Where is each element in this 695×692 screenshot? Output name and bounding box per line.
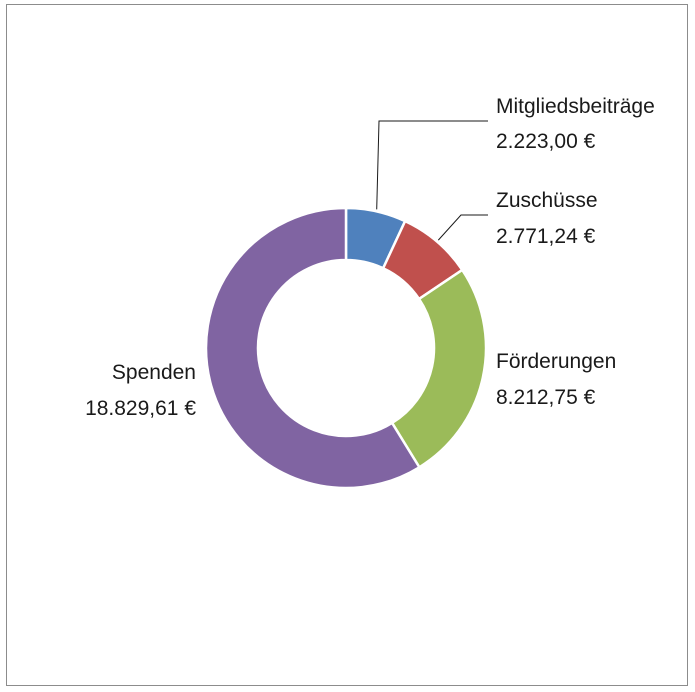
slice-value-zuschuesse: 2.771,24 € — [496, 225, 596, 248]
slice-foerderungen — [390, 268, 488, 469]
chart-frame — [6, 4, 688, 686]
slice-value-spenden: 18.829,61 € — [85, 397, 196, 420]
slice-spenden — [204, 206, 422, 490]
donut-slices — [204, 206, 488, 490]
leader-lines — [376, 120, 488, 241]
slice-label-spenden: Spenden — [112, 361, 196, 384]
leader-line-mitgliedsbeitraege — [376, 120, 488, 210]
slice-value-foerderungen: 8.212,75 € — [496, 386, 596, 409]
slice-value-mitgliedsbeitraege: 2.223,00 € — [496, 130, 596, 153]
slice-label-foerderungen: Förderungen — [496, 350, 616, 373]
leader-line-zuschuesse — [437, 214, 488, 241]
slice-label-zuschuesse: Zuschüsse — [496, 189, 598, 212]
slice-label-mitgliedsbeitraege: Mitgliedsbeiträge — [496, 95, 655, 118]
